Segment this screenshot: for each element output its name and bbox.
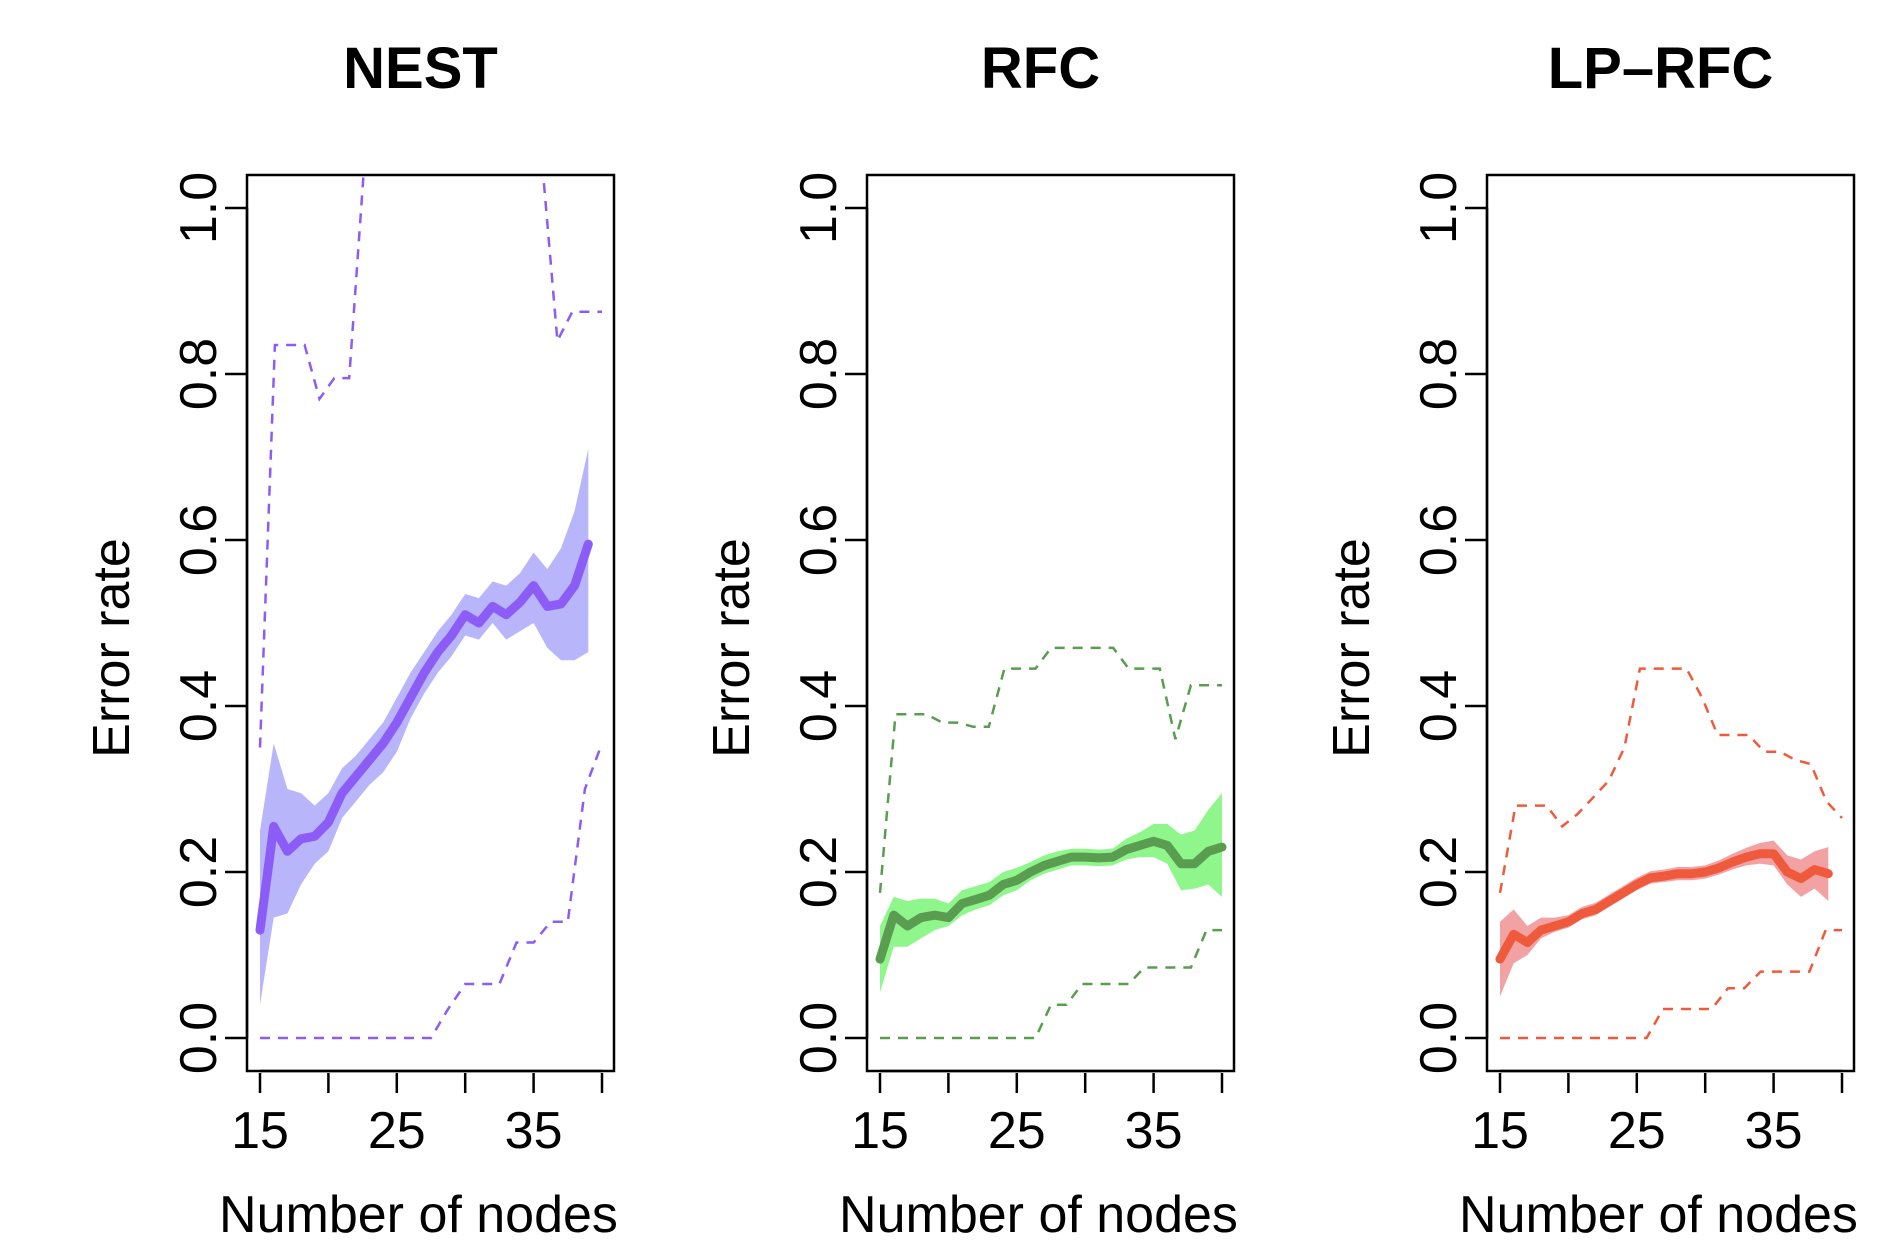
min-dashed-line [880, 928, 1222, 1040]
max-dashed-line [1498, 667, 1843, 894]
x-tick-label: 25 [1608, 1102, 1666, 1160]
x-tick-label: 25 [368, 1102, 426, 1160]
y-axis-label: Error rate [83, 538, 141, 758]
max-dashed-line [878, 646, 1222, 893]
y-tick-label: 0.2 [1410, 836, 1468, 908]
y-tick-label: 0.0 [170, 1002, 228, 1074]
x-tick-label: 35 [1125, 1102, 1183, 1160]
chart-panel-2: RFC 15 25 35 Number of nodes 0.0 0.2 0.4 0.6 0.8 1… [703, 36, 1238, 1244]
confidence-band [880, 793, 1222, 993]
y-tick-label: 1.0 [1410, 172, 1468, 244]
x-axis-label: Number of nodes [219, 1186, 618, 1244]
chart-panel-1: NEST 15 25 35 Number of nodes 0.0 0.2 0.4 0.6 0.8… [83, 36, 618, 1244]
y-tick-label: 0.6 [790, 504, 848, 576]
x-tick-label: 25 [988, 1102, 1046, 1160]
chart-title: NEST [343, 36, 498, 101]
mean-line [875, 836, 1227, 964]
y-axis-label: Error rate [1323, 538, 1381, 758]
y-tick-label: 1.0 [790, 172, 848, 244]
y-tick-label: 0.8 [170, 338, 228, 410]
y-tick-label: 0.2 [170, 836, 228, 908]
plot-area [1495, 667, 1843, 1040]
min-dashed-line [1500, 928, 1842, 1040]
plot-area [875, 646, 1227, 1040]
x-tick-label: 15 [1471, 1102, 1529, 1160]
y-tick-label: 0.6 [1410, 504, 1468, 576]
chart-title: RFC [981, 36, 1100, 101]
plot-area [255, 175, 604, 1040]
y-tick-label: 0.8 [790, 338, 848, 410]
y-tick-label: 0.4 [1410, 670, 1468, 742]
mean-line [1495, 849, 1833, 964]
y-tick-label: 0.0 [1410, 1002, 1468, 1074]
x-tick-label: 35 [505, 1102, 563, 1160]
y-tick-label: 1.0 [170, 172, 228, 244]
x-axis-label: Number of nodes [1459, 1186, 1858, 1244]
y-tick-label: 0.6 [170, 504, 228, 576]
x-tick-label: 15 [851, 1102, 909, 1160]
x-tick-label: 15 [231, 1102, 289, 1160]
y-axis-label: Error rate [703, 538, 761, 758]
min-dashed-line [260, 742, 604, 1040]
y-tick-label: 0.4 [790, 670, 848, 742]
chart-title: LP–RFC [1548, 36, 1774, 101]
y-tick-label: 0.4 [170, 670, 228, 742]
y-tick-label: 0.8 [1410, 338, 1468, 410]
y-tick-label: 0.0 [790, 1002, 848, 1074]
mean-line [255, 539, 593, 935]
chart-panel-3: LP–RFC 15 25 35 Number of nodes 0.0 0.2 0.4 0.6 0… [1323, 36, 1858, 1244]
x-tick-label: 35 [1745, 1102, 1803, 1160]
confidence-band [260, 448, 589, 1005]
x-axis-label: Number of nodes [839, 1186, 1238, 1244]
y-tick-label: 0.2 [790, 836, 848, 908]
